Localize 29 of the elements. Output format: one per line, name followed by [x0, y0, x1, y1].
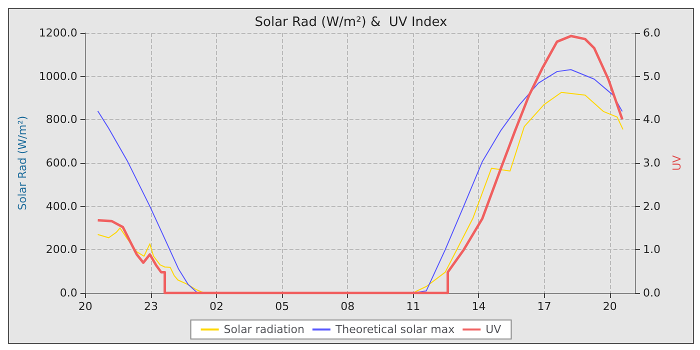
y2-tick-label: 6.0 [643, 26, 660, 40]
y-tick-label: 0.0 [60, 286, 78, 300]
x-tick-label: 20 [78, 300, 92, 313]
y-tick-label: 600.0 [46, 156, 78, 170]
y-tick-label: 1000.0 [38, 70, 78, 83]
y2-tick-label: 2.0 [643, 200, 660, 213]
y-tick-label: 1200.0 [38, 26, 78, 40]
legend-label: Solar radiation [224, 323, 304, 336]
y2-tick-label: 1.0 [643, 243, 660, 256]
x-tick-label: 05 [275, 300, 290, 313]
y-axis-title: Solar Rad (W/m²) [16, 116, 29, 210]
y2-tick-label: 4.0 [643, 113, 660, 126]
y2-tick-label: 5.0 [643, 70, 660, 83]
y-tick-label: 800.0 [46, 113, 78, 126]
x-tick-label: 23 [144, 300, 158, 313]
x-tick-label: 20 [602, 300, 617, 313]
chart-title: Solar Rad (W/m²) & UV Index [254, 15, 448, 30]
x-tick-label: 17 [537, 300, 552, 313]
y2-axis-title: UV [670, 154, 684, 171]
y-tick-label: 200.0 [46, 243, 78, 256]
legend-label: UV [486, 323, 502, 336]
y2-tick-label: 0.0 [643, 286, 660, 300]
x-tick-label: 14 [472, 300, 486, 313]
x-tick-label: 02 [210, 300, 224, 313]
y-tick-label: 400.0 [46, 200, 78, 213]
legend-label: Theoretical solar max [334, 323, 456, 336]
x-tick-label: 11 [406, 300, 420, 313]
y2-tick-label: 3.0 [643, 156, 660, 170]
x-tick-label: 08 [340, 300, 355, 313]
